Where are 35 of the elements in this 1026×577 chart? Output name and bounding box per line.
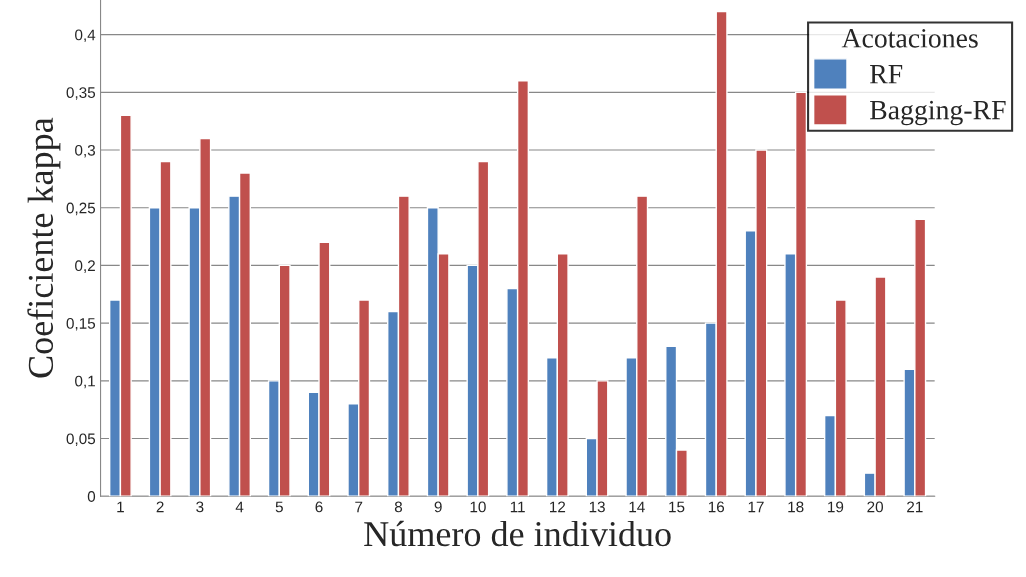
x-tick-label: 17	[748, 501, 764, 513]
x-tick-label: 13	[589, 501, 605, 513]
x-tick-label: 1	[117, 501, 124, 513]
x-tick-label: 11	[510, 501, 525, 513]
x-tick-label: 12	[550, 501, 566, 513]
x-tick-label: 7	[355, 501, 363, 513]
y-tick-label: 0,35	[66, 87, 96, 100]
x-tick-label: 4	[235, 501, 244, 513]
y-tick-label: 0,25	[66, 202, 96, 216]
x-tick-label: 9	[434, 501, 442, 513]
x-tick-label: 3	[196, 501, 204, 513]
y-tick-label: 0,4	[75, 29, 96, 43]
x-tick-label: 16	[708, 501, 725, 513]
legend-label: RF	[870, 65, 903, 84]
x-tick-label: 18	[788, 501, 804, 513]
x-tick-label: 14	[629, 501, 645, 513]
y-tick-label: 0,3	[75, 144, 96, 158]
x-tick-label: 19	[828, 501, 844, 513]
y-tick-label: 0,1	[75, 375, 95, 389]
legend-title: Acotaciones	[841, 28, 978, 48]
x-tick-label: 10	[470, 501, 486, 513]
x-tick-label: 5	[275, 501, 283, 513]
y-tick-label: 0	[87, 491, 96, 502]
x-tick-label: 8	[394, 501, 403, 513]
y-tick-label: 0,05	[66, 433, 96, 447]
legend-label: Bagging-RF	[870, 100, 1006, 126]
x-axis-title: Número de individuo	[364, 520, 671, 547]
x-tick-label: 6	[315, 501, 323, 513]
x-tick-label: 20	[867, 501, 883, 513]
y-tick-label: 0,15	[66, 317, 96, 331]
x-tick-label: 15	[669, 501, 685, 513]
y-axis-title: Coeficiente kappa	[27, 117, 61, 378]
x-tick-label: 2	[156, 501, 164, 513]
x-tick-label: 21	[907, 501, 923, 513]
y-tick-label: 0,2	[75, 260, 95, 273]
